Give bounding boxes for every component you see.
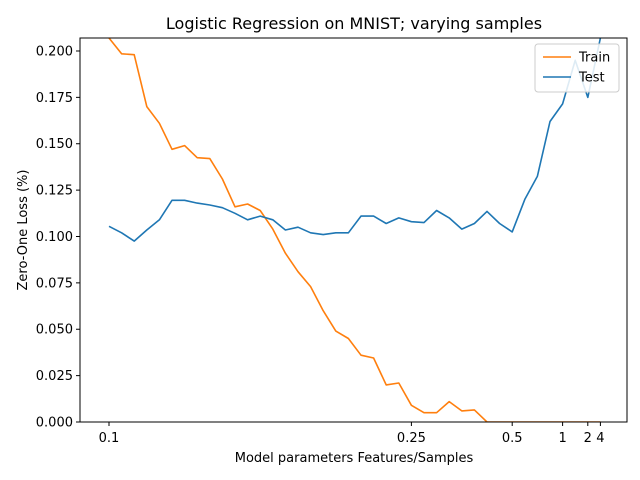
x-tick-label: 1	[558, 431, 566, 446]
y-tick-label: 0.000	[36, 416, 73, 431]
x-axis-label: Model parameters Features/Samples	[235, 451, 474, 466]
legend: Train Test	[534, 43, 620, 93]
x-tick-label: 0.5	[502, 431, 523, 446]
chart-title: Logistic Regression on MNIST; varying sa…	[166, 14, 542, 33]
y-tick-label: 0.175	[36, 91, 73, 106]
axes: 0.000 0.025 0.050 0.075 0.100 0.125 0.150 0.175…	[36, 37, 628, 446]
y-tick-label: 0.100	[36, 230, 73, 245]
y-tick-label: 0.075	[36, 276, 73, 291]
x-tick-label: 2	[584, 431, 592, 446]
legend-label-train: Train	[578, 51, 610, 66]
y-tick-label: 0.200	[36, 44, 73, 59]
plot-area	[108, 38, 602, 422]
y-tick-label: 0.025	[36, 369, 73, 384]
legend-box	[534, 43, 620, 93]
x-tick-label: 4	[596, 431, 604, 446]
y-tick-label: 0.125	[36, 184, 73, 199]
x-tick-label: 0.25	[397, 431, 426, 446]
series-line-test	[108, 38, 602, 242]
x-tick-label: 0.1	[99, 431, 120, 446]
y-tick-label: 0.050	[36, 323, 73, 338]
y-axis-label: Zero-One Loss (%)	[16, 170, 31, 291]
plot-frame	[79, 37, 628, 423]
series-line-train	[108, 38, 601, 422]
y-tick-label: 0.150	[36, 137, 73, 152]
legend-label-test: Test	[578, 71, 605, 86]
